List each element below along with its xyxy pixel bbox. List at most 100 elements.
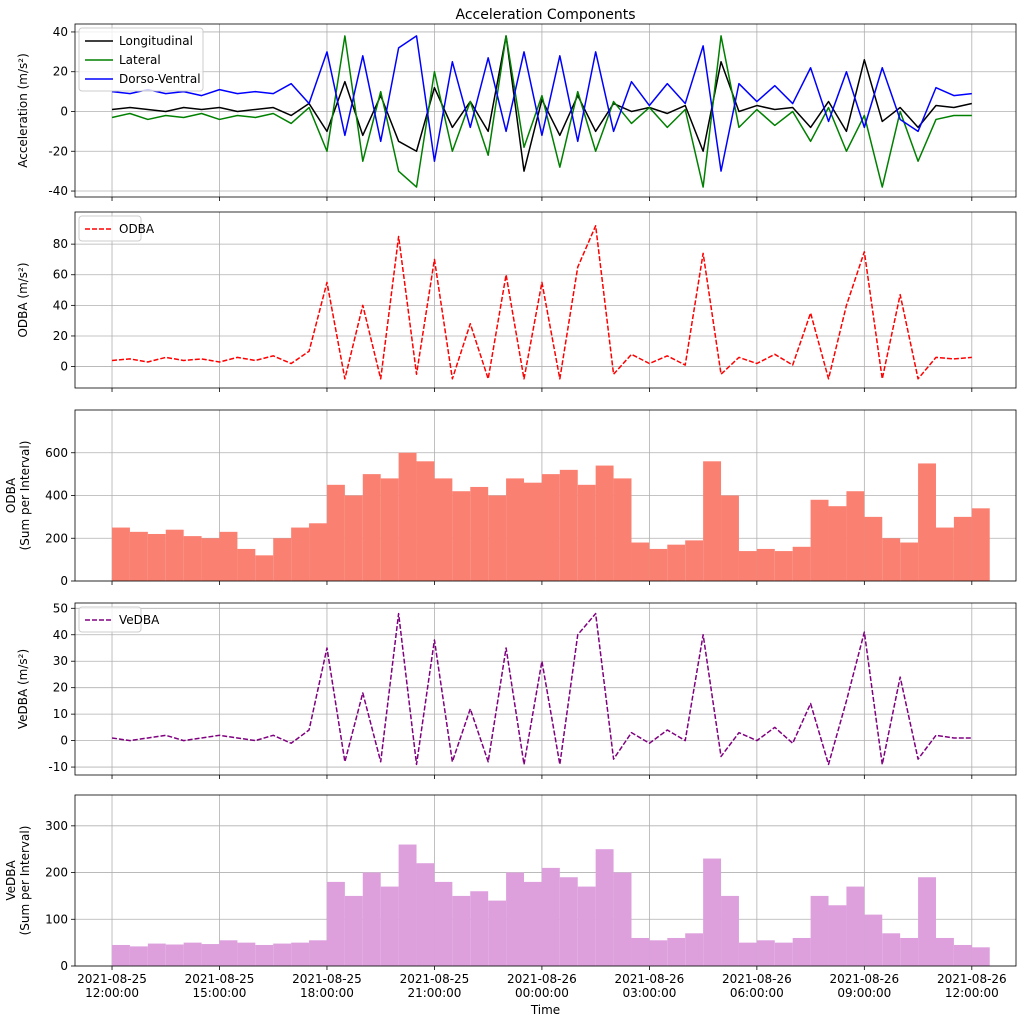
bar — [219, 531, 238, 581]
y-tick-label: 600 — [45, 446, 68, 460]
x-tick-label: 2021-08-25 15:00:00 — [185, 972, 255, 1000]
bar — [685, 540, 704, 581]
bar — [918, 463, 936, 581]
series-line — [111, 612, 972, 766]
bar — [900, 937, 919, 966]
bar — [273, 943, 292, 966]
bar — [918, 877, 936, 966]
bar — [488, 495, 507, 581]
series-line — [111, 35, 972, 172]
axes-frame — [74, 23, 1017, 198]
y-axis-label: VeDBA (m/s²) — [16, 649, 30, 729]
y-tick-label: 80 — [53, 237, 68, 251]
bar — [577, 886, 596, 966]
bar — [703, 858, 722, 966]
bar — [380, 886, 399, 966]
bar — [362, 872, 381, 966]
y-tick-label: 30 — [53, 654, 68, 668]
y-tick-label: 20 — [53, 329, 68, 343]
bar — [828, 905, 847, 966]
bar — [864, 914, 883, 966]
bar — [721, 495, 739, 581]
y-tick-label: -10 — [48, 760, 68, 774]
x-axis-label: Time — [530, 1003, 560, 1017]
bar — [685, 933, 704, 966]
bar — [344, 495, 363, 581]
bar — [219, 940, 238, 966]
bar — [953, 516, 972, 581]
bar — [524, 881, 542, 966]
bar — [756, 548, 775, 581]
x-tick-label: 2021-08-26 12:00:00 — [937, 972, 1007, 1000]
bar — [237, 548, 256, 581]
y-tick-label: 20 — [53, 65, 68, 79]
bar — [577, 484, 596, 581]
bar — [524, 482, 542, 581]
bar — [738, 942, 757, 966]
y-tick-label: 0 — [60, 360, 68, 374]
bar — [416, 863, 435, 966]
bar — [541, 867, 560, 966]
bar — [738, 551, 757, 581]
bar — [434, 881, 453, 966]
y-tick-label: 0 — [60, 104, 68, 118]
legend-label: Lateral — [119, 53, 161, 67]
bar — [434, 478, 453, 581]
bar — [506, 872, 525, 966]
bar — [255, 555, 274, 581]
series-line — [111, 35, 972, 172]
bar — [344, 895, 363, 966]
axes-frame — [74, 409, 1017, 582]
bar — [112, 944, 130, 966]
bar — [129, 531, 148, 581]
bar — [756, 940, 775, 966]
bar — [971, 508, 990, 581]
y-tick-label: 0 — [60, 959, 68, 973]
bar — [828, 506, 847, 581]
x-tick-label: 2021-08-25 18:00:00 — [292, 972, 362, 1000]
bar — [291, 942, 310, 966]
x-tick-label: 2021-08-26 06:00:00 — [722, 972, 792, 1000]
bar — [506, 478, 525, 581]
bar — [183, 536, 202, 581]
bar — [541, 474, 560, 581]
y-tick-label: 40 — [53, 25, 68, 39]
bar — [631, 937, 650, 966]
plot-area — [112, 452, 990, 581]
bar — [326, 881, 345, 966]
bar — [201, 538, 220, 581]
bar — [452, 491, 471, 581]
bar — [470, 891, 489, 966]
bar — [237, 942, 256, 966]
bar — [416, 461, 435, 581]
legend-label: ODBA — [119, 222, 155, 236]
bar — [882, 538, 901, 581]
bar — [380, 478, 399, 581]
axes-frame — [74, 602, 1017, 776]
y-tick-label: 60 — [53, 268, 68, 282]
bar — [846, 491, 865, 581]
y-axis-label: ODBA (m/s²) — [16, 262, 30, 337]
y-tick-label: -20 — [48, 144, 68, 158]
bar — [703, 461, 722, 581]
y-tick-label: 50 — [53, 601, 68, 615]
bar — [470, 486, 489, 581]
bar — [326, 484, 345, 581]
bar — [971, 947, 990, 966]
bar — [631, 542, 650, 581]
y-axis-label: VeDBA(Sum per Interval) — [4, 826, 32, 936]
bar — [935, 937, 954, 966]
bar — [935, 527, 954, 581]
y-tick-label: 200 — [45, 531, 68, 545]
bar — [273, 538, 292, 581]
series-line — [111, 35, 972, 188]
bar — [613, 872, 632, 966]
bar — [613, 478, 632, 581]
y-tick-label: 400 — [45, 489, 68, 503]
plot-area — [112, 844, 990, 966]
bar — [774, 551, 793, 581]
bar — [953, 944, 972, 966]
bar — [595, 465, 614, 581]
y-tick-label: 40 — [53, 298, 68, 312]
bar — [882, 933, 901, 966]
